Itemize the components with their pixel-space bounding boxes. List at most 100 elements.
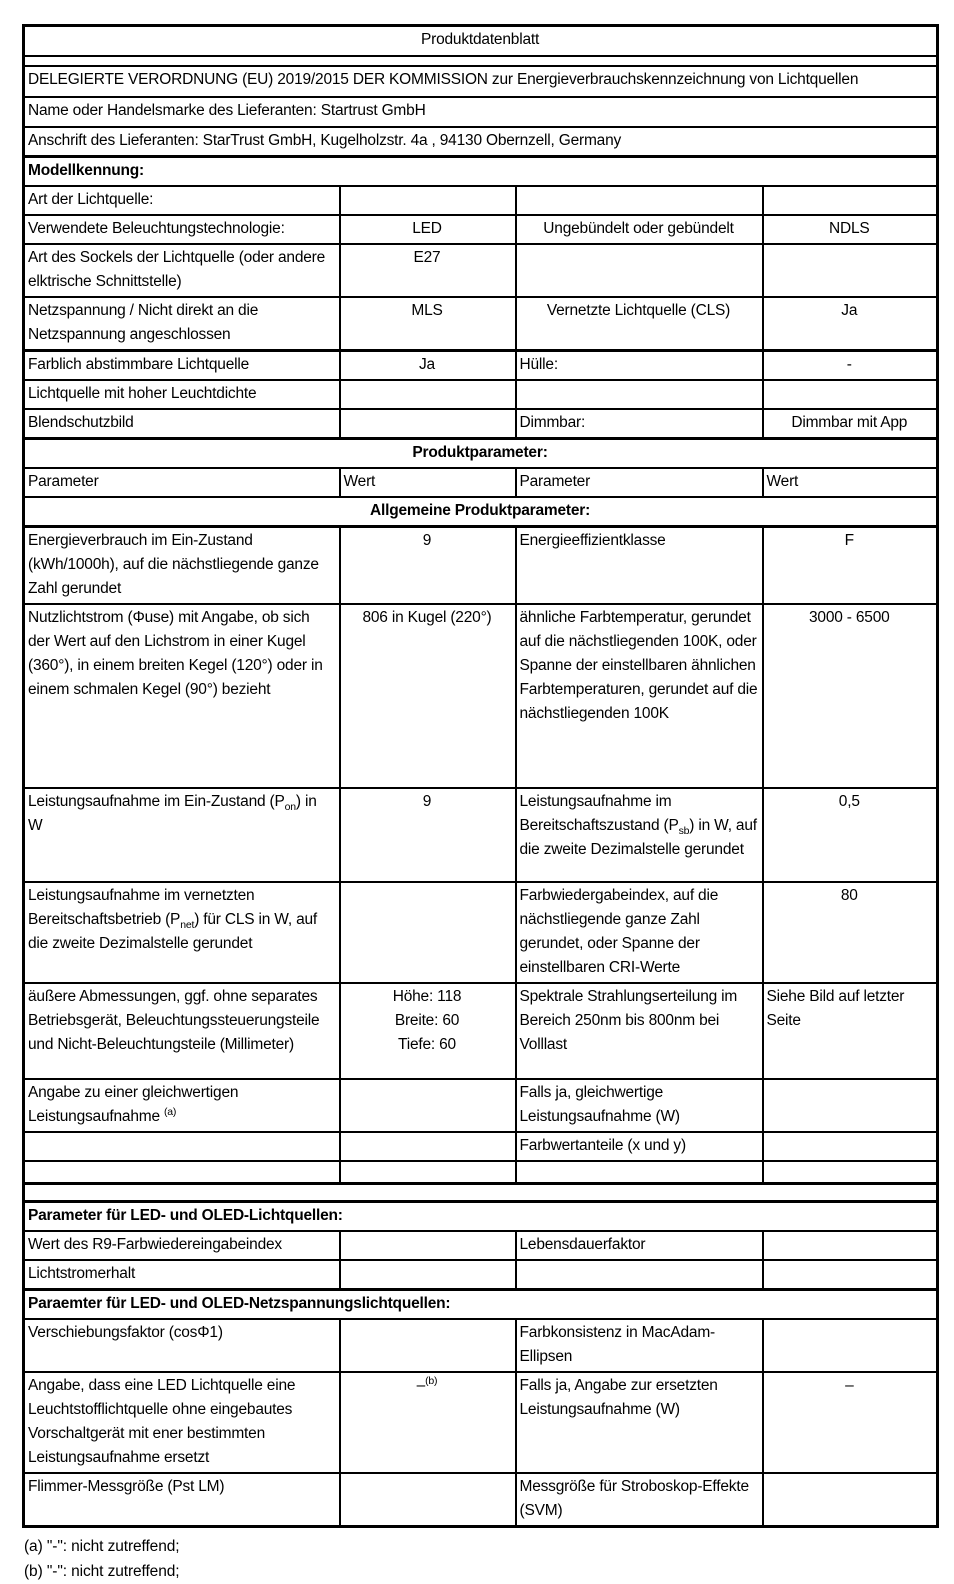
supplier-address-label: Anschrift des Lieferanten:: [28, 131, 199, 149]
supplier-name-cell: Name oder Handelsmarke des Lieferanten: …: [22, 95, 939, 128]
param-cell: Blendschutzbild: [22, 408, 341, 440]
param-cell: Farblich abstimmbare Lichtquelle: [22, 349, 341, 381]
value-cell: [761, 1471, 939, 1527]
param-cell: Verschiebungsfaktor (cosΦ1): [22, 1317, 341, 1373]
value-cell: Ja: [761, 296, 939, 352]
row-r9-index: Wert des R9-Farbwiedereingabeindex Leben…: [22, 1229, 939, 1261]
column-header-row: Parameter Wert Parameter Wert: [22, 467, 939, 498]
section-heading: Paraemter für LED- und OLED-Netzspannung…: [22, 1287, 939, 1320]
empty-cell: [338, 1160, 517, 1184]
text-part: ) in W: [28, 793, 317, 834]
spacer-row: [22, 54, 939, 67]
col-header-parameter: Parameter: [22, 467, 341, 498]
row-led-ersatz: Angabe, dass eine LED Lichtquelle eine L…: [22, 1370, 939, 1474]
value-cell: 9: [338, 525, 517, 605]
row-blendschutzbild: Blendschutzbild Dimmbar: Dimmbar mit App: [22, 408, 939, 440]
dimension-hoehe: Höhe: 118: [392, 988, 462, 1005]
value-cell: [338, 185, 517, 216]
value-cell: Ja: [338, 349, 517, 381]
subscript: sb: [678, 825, 690, 838]
text-part: Leistungsaufnahme im Ein-Zustand (P: [28, 793, 285, 810]
value-cell: 80: [761, 881, 939, 984]
param-cell: [514, 379, 764, 410]
value-cell: –: [761, 1370, 939, 1474]
supplier-address-row: Anschrift des Lieferanten: StarTrust Gmb…: [22, 125, 939, 158]
value-cell: [761, 1078, 939, 1133]
empty-cell: [761, 1160, 939, 1184]
value-cell: [338, 881, 517, 984]
value-cell: MLS: [338, 296, 517, 352]
param-cell: Flimmer-Messgröße (Pst LM): [22, 1471, 341, 1527]
param-cell: Nutzlichtstrom (Φuse) mit Angabe, ob sic…: [22, 603, 341, 789]
value-cell: –(b): [338, 1370, 517, 1474]
text-part: ) für CLS in W, auf die zweite Dezimalst…: [28, 911, 318, 952]
value-cell: [338, 379, 517, 410]
param-cell: Dimmbar:: [514, 408, 764, 440]
value-cell: [338, 1258, 517, 1290]
empty-row: [22, 1160, 939, 1184]
param-cell: [514, 1258, 764, 1290]
param-cell: Spektrale Strahlungserteilung im Bereich…: [514, 982, 764, 1080]
col-header-wert: Wert: [761, 467, 939, 498]
subscript: net: [180, 919, 195, 932]
row-beleuchtungstechnologie: Verwendete Beleuchtungstechnologie: LED …: [22, 214, 939, 245]
row-netzspannung: Netzspannung / Nicht direkt an die Netzs…: [22, 296, 939, 352]
param-cell: Farbwertanteile (x und y): [514, 1131, 764, 1162]
param-cell: Ungebündelt oder gebündelt: [514, 214, 764, 245]
subscript: on: [284, 801, 296, 814]
footnote-a: (a) "-": nicht zutreffend;: [24, 1537, 180, 1555]
value-cell: E27: [338, 243, 517, 298]
value-cell: NDLS: [761, 214, 939, 245]
param-cell: Art der Lichtquelle:: [22, 185, 341, 216]
footnote-marker: (a): [164, 1105, 177, 1118]
section-general-params: Allgemeine Produktparameter:: [22, 496, 939, 528]
value-cell: [338, 1078, 517, 1133]
regulation-row: DELEGIERTE VERORDNUNG (EU) 2019/2015 DER…: [22, 64, 939, 98]
row-leistungsaufnahme-ein: Leistungsaufnahme im Ein-Zustand (Pon) i…: [22, 787, 939, 883]
param-cell: Farbwiedergabeindex, auf die nächstliege…: [514, 881, 764, 984]
dash-value: –: [416, 1376, 426, 1394]
dimension-tiefe: Tiefe: 60: [398, 1036, 456, 1053]
param-cell: Energieverbrauch im Ein-Zustand (kWh/100…: [22, 525, 341, 605]
row-farbwertanteile: Farbwertanteile (x und y): [22, 1131, 939, 1162]
param-cell: Lichtstromerhalt: [22, 1258, 341, 1290]
param-cell: Angabe zu einer gleichwertigen Leistungs…: [22, 1078, 341, 1133]
param-cell: Lebensdauerfaktor: [514, 1229, 764, 1261]
value-cell: F: [761, 525, 939, 605]
value-cell: Siehe Bild auf letzter Seite: [761, 982, 939, 1080]
param-cell: Leistungsaufnahme im vernetzten Bereitsc…: [22, 881, 341, 984]
value-cell: 9: [338, 787, 517, 883]
param-cell: [514, 243, 764, 298]
page-title: Produktdatenblatt: [22, 24, 939, 57]
row-art-der-lichtquelle: Art der Lichtquelle:: [22, 185, 939, 216]
value-cell: -: [761, 349, 939, 381]
dimension-breite: Breite: 60: [394, 1012, 460, 1029]
value-cell: [338, 1131, 517, 1162]
row-lichtstromerhalt: Lichtstromerhalt: [22, 1258, 939, 1290]
section-heading: Allgemeine Produktparameter:: [22, 496, 939, 528]
value-cell: 806 in Kugel (220°): [338, 603, 517, 789]
col-header-parameter: Parameter: [514, 467, 764, 498]
row-farblich-abstimmbar: Farblich abstimmbare Lichtquelle Ja Hüll…: [22, 349, 939, 381]
param-cell: Falls ja, gleichwertige Leistungsaufnahm…: [514, 1078, 764, 1133]
value-cell: [761, 185, 939, 216]
supplier-name-label: Name oder Handelsmarke des Lieferanten:: [28, 101, 317, 119]
param-cell: äußere Abmessungen, ggf. ohne separates …: [22, 982, 341, 1080]
value-cell: Höhe: 118 Breite: 60 Tiefe: 60: [338, 982, 517, 1080]
title-row: Produktdatenblatt: [22, 24, 939, 57]
product-datasheet-page: Produktdatenblatt DELEGIERTE VERORDNUNG …: [22, 24, 940, 1580]
param-cell: [22, 1131, 341, 1162]
row-verschiebungsfaktor: Verschiebungsfaktor (cosΦ1) Farbkonsiste…: [22, 1317, 939, 1373]
row-leistungsaufnahme-vernetzt: Leistungsaufnahme im vernetzten Bereitsc…: [22, 881, 939, 984]
row-leuchtdichte: Lichtquelle mit hoher Leuchtdichte: [22, 379, 939, 410]
param-cell: Farbkonsistenz in MacAdam-Ellipsen: [514, 1317, 764, 1373]
spacer-cell: [22, 54, 939, 67]
supplier-name-row: Name oder Handelsmarke des Lieferanten: …: [22, 95, 939, 128]
value-cell: LED: [338, 214, 517, 245]
value-cell: [761, 379, 939, 410]
value-cell: [761, 1258, 939, 1290]
row-abmessungen: äußere Abmessungen, ggf. ohne separates …: [22, 982, 939, 1080]
param-cell: ähnliche Farbtemperatur, gerundet auf di…: [514, 603, 764, 789]
empty-cell: [514, 1160, 764, 1184]
value-cell: [761, 1317, 939, 1373]
